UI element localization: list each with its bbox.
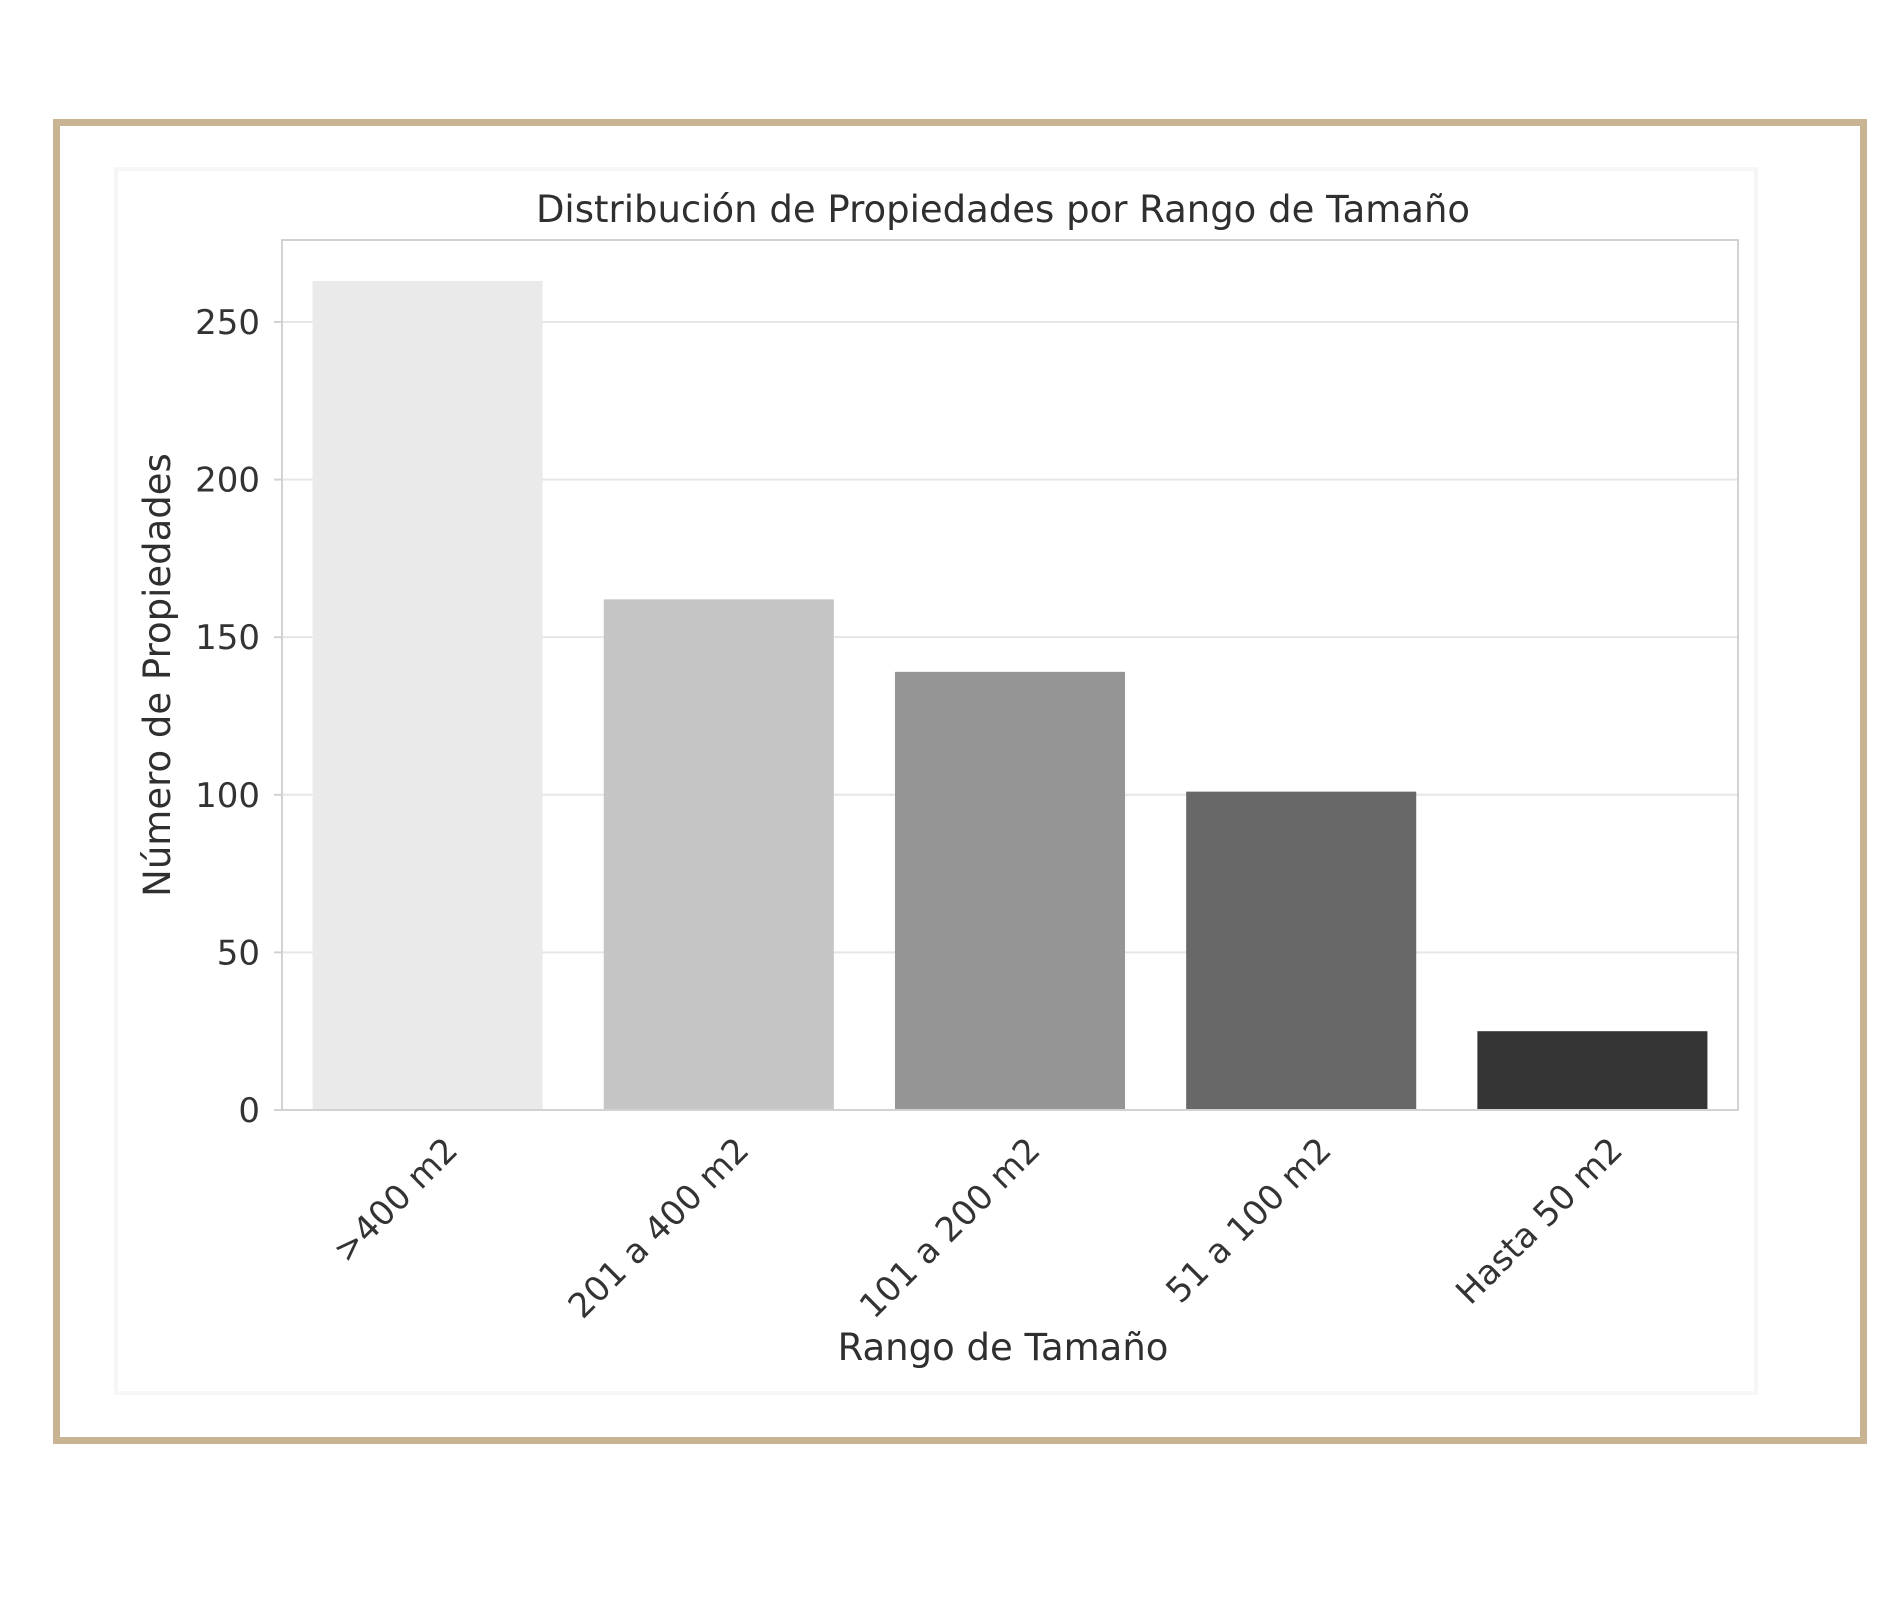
bar-2 bbox=[603, 599, 834, 1110]
bar-4 bbox=[1186, 791, 1417, 1110]
y-tick-label: 200 bbox=[195, 461, 260, 501]
bars bbox=[312, 280, 1708, 1110]
y-tick-label: 100 bbox=[195, 776, 260, 816]
bar-3 bbox=[894, 671, 1126, 1110]
y-tick-label: 50 bbox=[217, 933, 260, 973]
x-axis-ticks: >400 m2 201 a 400 m2 101 a 200 m2 51 a 100 … bbox=[325, 1130, 1630, 1326]
x-tick-label: 51 a 100 m2 bbox=[1158, 1130, 1339, 1311]
bar-1 bbox=[312, 280, 543, 1110]
y-tick-label: 150 bbox=[195, 618, 260, 658]
bar-5 bbox=[1477, 1031, 1708, 1110]
x-tick-label: 201 a 400 m2 bbox=[561, 1130, 757, 1326]
y-tick-label: 250 bbox=[195, 303, 260, 343]
chart-title: Distribución de Propiedades por Rango de… bbox=[536, 188, 1470, 231]
y-axis-ticks: 0 50 100 150 200 250 bbox=[195, 303, 282, 1131]
x-axis-label: Rango de Tamaño bbox=[838, 1326, 1169, 1369]
x-tick-label: 101 a 200 m2 bbox=[852, 1130, 1048, 1326]
y-tick-label: 0 bbox=[238, 1091, 260, 1131]
plot-area-border bbox=[281, 239, 1739, 1111]
x-tick-label: >400 m2 bbox=[325, 1130, 466, 1271]
x-tick-label: Hasta 50 m2 bbox=[1448, 1130, 1630, 1312]
y-axis-label: Número de Propiedades bbox=[136, 453, 179, 897]
